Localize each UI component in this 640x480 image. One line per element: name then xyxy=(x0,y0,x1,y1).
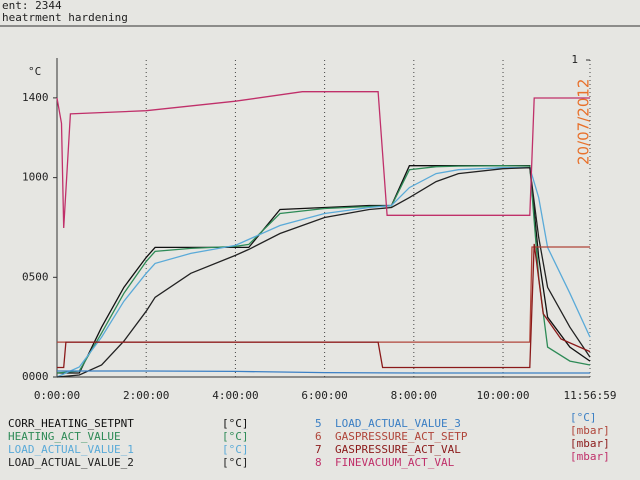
date-stamp: 20/07/2012 xyxy=(575,79,593,165)
legend-label: CORR_HEATING_SETPNT xyxy=(8,417,134,430)
series-line xyxy=(57,370,590,374)
legend-number: 6 xyxy=(315,430,322,443)
series-line xyxy=(57,243,591,369)
x-tick-label: 4:00:00 xyxy=(212,389,258,402)
series-line xyxy=(56,91,590,229)
legend-unit: [mbar] xyxy=(570,424,610,437)
header-line: ent: 2344 xyxy=(2,0,62,12)
series-line xyxy=(56,167,591,378)
legend-label: LOAD_ACTUAL_VALUE_2 xyxy=(8,456,134,469)
y-tick-label: 1400 xyxy=(22,91,49,104)
x-tick-label: 0:00:00 xyxy=(34,389,80,402)
y2-tick-label: 1 xyxy=(571,53,578,66)
legend-number: 7 xyxy=(315,443,322,456)
legend-label: LOAD_ACTUAL_VALUE_1 xyxy=(8,443,134,456)
x-tick-label: 11:56:59 xyxy=(564,389,617,402)
legend-unit: [°C] xyxy=(222,443,249,456)
legend-label: FINEVACUUM_ACT_VAL xyxy=(335,456,455,469)
series-line xyxy=(56,165,591,374)
x-tick-label: 2:00:00 xyxy=(123,389,169,402)
legend-number: 5 xyxy=(315,417,322,430)
legend-label: HEATING_ACT_VALUE xyxy=(8,430,121,443)
legend-unit: [°C] xyxy=(570,411,597,424)
legend-label: GASPRESSURE_ACT_SETP xyxy=(335,430,468,443)
x-tick-label: 8:00:00 xyxy=(391,389,437,402)
legend-number: 8 xyxy=(315,456,322,469)
legend-label: LOAD_ACTUAL_VALUE_3 xyxy=(335,417,461,430)
y-tick-label: 0500 xyxy=(22,270,49,283)
series-line xyxy=(57,165,591,374)
x-tick-label: 6:00:00 xyxy=(301,389,347,402)
legend-unit: [°C] xyxy=(222,430,249,443)
legend-label: GASPRESSURE_ACT_VAL xyxy=(335,443,461,456)
legend-unit: [°C] xyxy=(222,417,249,430)
y-tick-label: 0000 xyxy=(22,370,49,383)
series-line xyxy=(56,167,591,378)
y-unit: °C xyxy=(28,65,41,78)
x-tick-label: 10:00:00 xyxy=(477,389,530,402)
legend-unit: [°C] xyxy=(222,456,249,469)
y-tick-label: 1000 xyxy=(22,171,49,184)
legend-unit: [mbar] xyxy=(570,450,610,463)
legend-unit: [mbar] xyxy=(570,437,610,450)
header-line: heatrment hardening xyxy=(2,11,128,24)
